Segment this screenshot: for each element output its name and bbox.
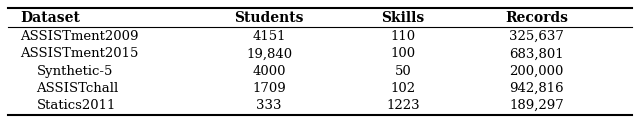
Text: ASSISTment2009: ASSISTment2009 xyxy=(20,30,139,43)
Text: 1223: 1223 xyxy=(386,99,420,112)
Text: 4000: 4000 xyxy=(252,65,286,78)
Text: 4151: 4151 xyxy=(252,30,286,43)
Text: Statics2011: Statics2011 xyxy=(36,99,116,112)
Text: 942,816: 942,816 xyxy=(509,82,564,95)
Text: 50: 50 xyxy=(394,65,412,78)
Text: 100: 100 xyxy=(390,47,415,60)
Text: Synthetic-5: Synthetic-5 xyxy=(36,65,113,78)
Text: 200,000: 200,000 xyxy=(509,65,564,78)
Text: 683,801: 683,801 xyxy=(509,47,564,60)
Text: ASSISTment2015: ASSISTment2015 xyxy=(20,47,139,60)
Text: 1709: 1709 xyxy=(252,82,286,95)
Text: 325,637: 325,637 xyxy=(509,30,564,43)
Text: Records: Records xyxy=(505,11,568,25)
Text: ASSISTchall: ASSISTchall xyxy=(36,82,118,95)
Text: 110: 110 xyxy=(390,30,415,43)
Text: 333: 333 xyxy=(256,99,282,112)
Text: Dataset: Dataset xyxy=(20,11,81,25)
Text: Skills: Skills xyxy=(381,11,424,25)
Text: 102: 102 xyxy=(390,82,415,95)
Text: Students: Students xyxy=(234,11,304,25)
Text: 189,297: 189,297 xyxy=(509,99,564,112)
Text: 19,840: 19,840 xyxy=(246,47,292,60)
